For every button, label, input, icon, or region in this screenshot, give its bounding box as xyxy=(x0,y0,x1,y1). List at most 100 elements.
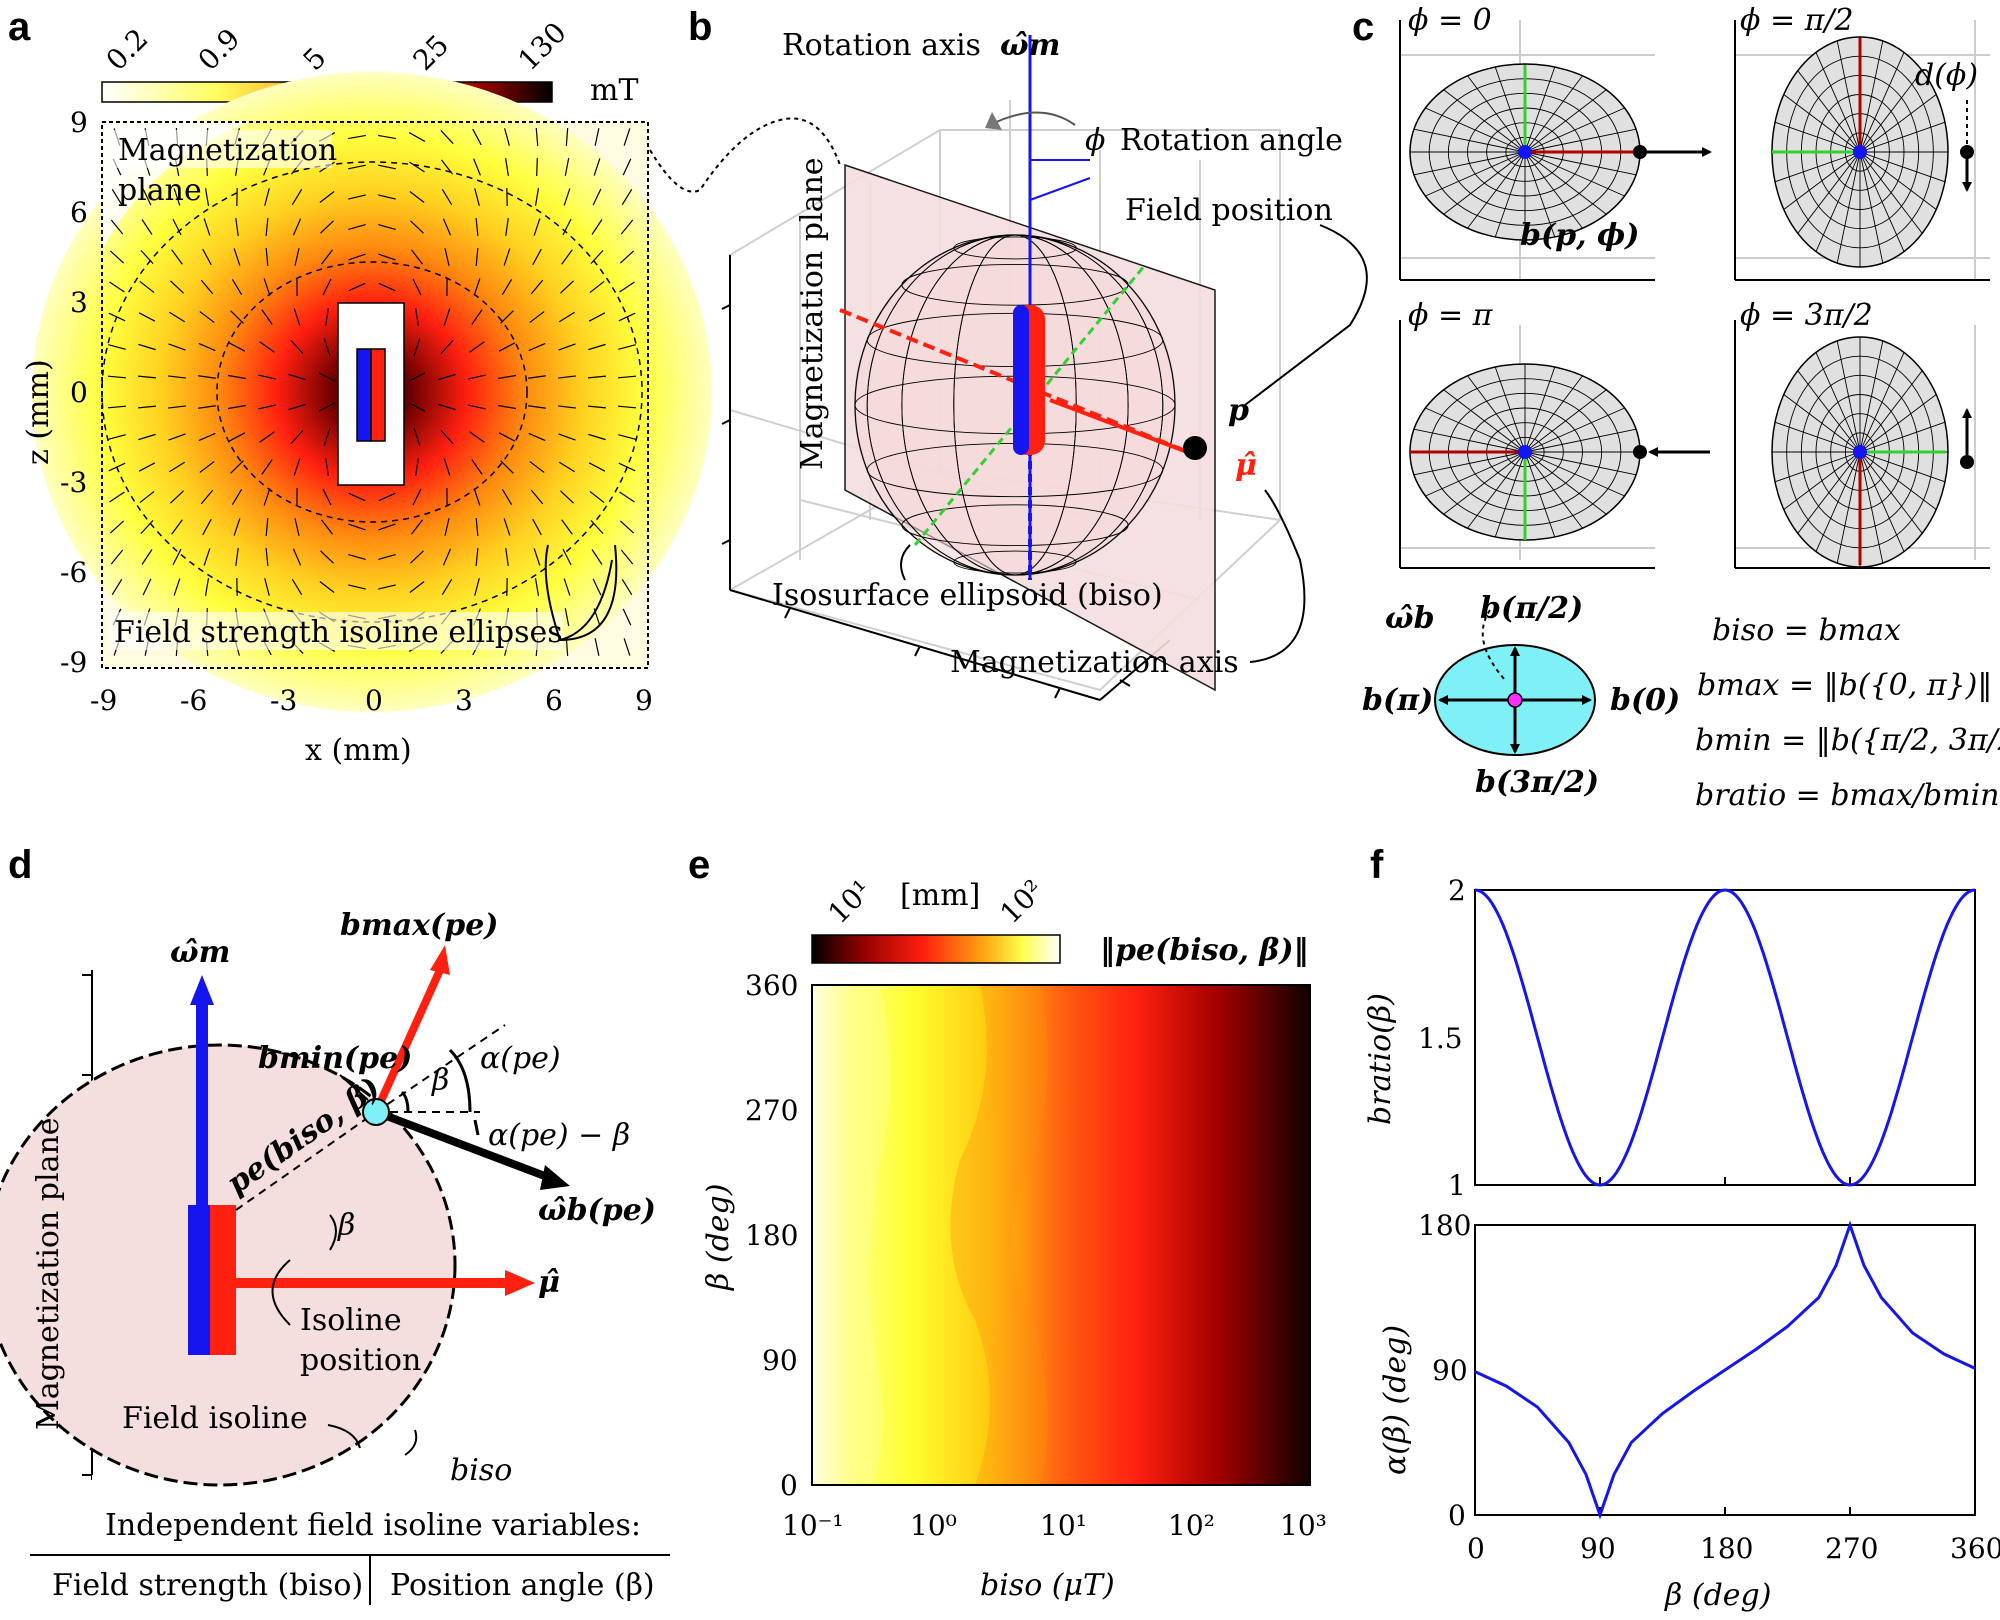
yticks-f-top: 2 1.5 1 xyxy=(1418,874,1466,1202)
quiver-arrow-246 xyxy=(529,311,545,323)
quiver-arrow-33 xyxy=(142,578,152,596)
alpha-curve xyxy=(1474,1220,1976,1520)
quiver-arrow-268 xyxy=(558,433,576,441)
quiver-arrow-21 xyxy=(141,219,153,235)
quiver-arrow-264 xyxy=(559,311,575,323)
quiver-arrow-270 xyxy=(560,490,574,504)
field-isoline-label: Field isoline xyxy=(122,1401,308,1436)
quiver-arrow-131 xyxy=(322,278,332,296)
spoke-1-22 xyxy=(1859,94,1937,153)
spoke-1-10 xyxy=(1783,151,1861,210)
quiver-arrow-144 xyxy=(348,134,366,140)
quiver-arrow-201 xyxy=(441,579,453,595)
mu-label-d: μ̂ xyxy=(538,1265,560,1300)
spoke-3-10 xyxy=(1783,451,1861,510)
ytick-f-top-3: 1 xyxy=(1448,1169,1466,1202)
colorbar-tick-2: 0.9 xyxy=(192,22,247,77)
quiver-arrow-289 xyxy=(590,519,604,535)
quiver-arrow-83 xyxy=(230,460,244,474)
ylabel-e: β (deg) xyxy=(701,1184,736,1291)
subplot-phi-0: ϕ = 0 b(p, ϕ) xyxy=(1399,3,1712,281)
spoke-3-11 xyxy=(1774,451,1861,483)
panel-a: a 0.2 0.9 5 25 130 mT Magnetization plan… xyxy=(8,5,841,768)
quiver-arrow-98 xyxy=(258,374,276,380)
spoke-1-11 xyxy=(1774,151,1861,183)
spoke-3-23 xyxy=(1859,421,1946,453)
quiver-arrow-266 xyxy=(557,375,577,379)
f-bottom-ticks xyxy=(1474,1507,1976,1515)
spoke-3-2 xyxy=(1859,451,1937,510)
ytick-f-bot-3: 0 xyxy=(1448,1499,1466,1532)
quiver-arrow-281 xyxy=(589,280,605,294)
spoke-1-8 xyxy=(1815,151,1861,252)
footer-right: Position angle (β) xyxy=(390,1568,655,1603)
quiver-arrow-197 xyxy=(443,458,451,476)
quiver-arrow-272 xyxy=(562,548,572,566)
spoke-1-16 xyxy=(1815,52,1861,153)
quiver-arrow-62 xyxy=(198,375,216,379)
quiver-arrow-283 xyxy=(588,343,606,351)
quiver-arrow-148 xyxy=(348,253,366,261)
parallel-1 xyxy=(953,236,1077,260)
quiver-arrow-306 xyxy=(619,491,635,503)
quiver-arrow-157 xyxy=(378,164,396,170)
eq3: bmin = ‖b({π/2, 3π/2})‖ xyxy=(1695,723,2000,758)
quiver-arrow-104 xyxy=(265,547,269,567)
quiver-arrow-15 xyxy=(111,579,123,595)
quiver-arrow-158 xyxy=(378,194,396,200)
quiver-arrow-255 xyxy=(534,578,540,596)
quiver-arrow-229 xyxy=(498,342,516,352)
spoke-0-19 xyxy=(1524,66,1556,153)
xlabel-a: x (mm) xyxy=(305,733,412,768)
spoke-3-9 xyxy=(1797,451,1861,534)
quiver-arrow-172 xyxy=(411,249,423,265)
panel-label-f: f xyxy=(1370,843,1384,887)
ytick-e-2: 270 xyxy=(745,1094,798,1127)
quiver-arrow-215 xyxy=(471,459,483,475)
quiver-arrow-138 xyxy=(322,488,332,506)
quiver-arrow-160 xyxy=(378,253,396,261)
bmax-arrow xyxy=(372,968,444,1114)
quiver-arrow-170 xyxy=(409,191,425,203)
field-point xyxy=(1183,436,1207,460)
panel-f: f 2 1.5 1 180 90 0 0 90 180 270 360 brat… xyxy=(1363,843,2000,1613)
quiver-arrow-130 xyxy=(321,249,333,265)
panel-c: c ϕ = 0 b(p, ϕ) xyxy=(1352,3,2000,813)
quiver-arrow-262 xyxy=(561,249,573,265)
ytick-e-4: 90 xyxy=(762,1344,798,1377)
isoline-label-bg xyxy=(108,612,563,650)
quiver-arrow-303 xyxy=(617,405,637,409)
quiver-arrow-145 xyxy=(348,164,366,170)
spoke-0-5 xyxy=(1524,151,1556,238)
quiver-arrow-243 xyxy=(533,218,541,236)
quiver-arrow-161 xyxy=(378,282,396,292)
ytick-a-6: -6 xyxy=(60,556,87,589)
ytick-a-1: 9 xyxy=(70,106,88,139)
omega-b-arrow xyxy=(374,1108,552,1182)
quiver-arrow-118 xyxy=(290,429,304,445)
quiver-arrow-273 xyxy=(563,578,571,596)
quiver-arrow-291 xyxy=(592,578,602,596)
quiver-arrow-67 xyxy=(202,518,212,536)
quiver-arrow-209 xyxy=(473,278,481,296)
quiver-arrow-152 xyxy=(348,554,366,560)
spoke-2-14 xyxy=(1425,407,1526,453)
quiver-field xyxy=(107,127,637,657)
spoke-3-7 xyxy=(1836,451,1861,564)
yticks-a: 9 6 3 0 -3 -6 -9 xyxy=(60,106,88,679)
eq4: bratio = bmax/bmin xyxy=(1695,778,1999,813)
quiver-arrow-182 xyxy=(410,550,424,564)
spoke-0-10 xyxy=(1425,151,1526,197)
quiver-arrow-116 xyxy=(288,373,306,381)
quiver-arrow-40 xyxy=(171,249,183,265)
omega-b-label-d: ω̂b(pe) xyxy=(538,1193,656,1228)
quiver-arrow-41 xyxy=(170,280,184,294)
quiver-arrow-213 xyxy=(468,404,486,410)
quiver-arrow-300 xyxy=(618,312,636,322)
quiver-arrow-212 xyxy=(468,374,486,380)
quiver-arrow-163 xyxy=(378,523,396,531)
quiver-arrow-48 xyxy=(170,490,184,504)
quiver-arrow-47 xyxy=(169,461,185,473)
quiver-arrow-42 xyxy=(169,311,185,323)
quiver-arrow-195 xyxy=(438,403,456,411)
